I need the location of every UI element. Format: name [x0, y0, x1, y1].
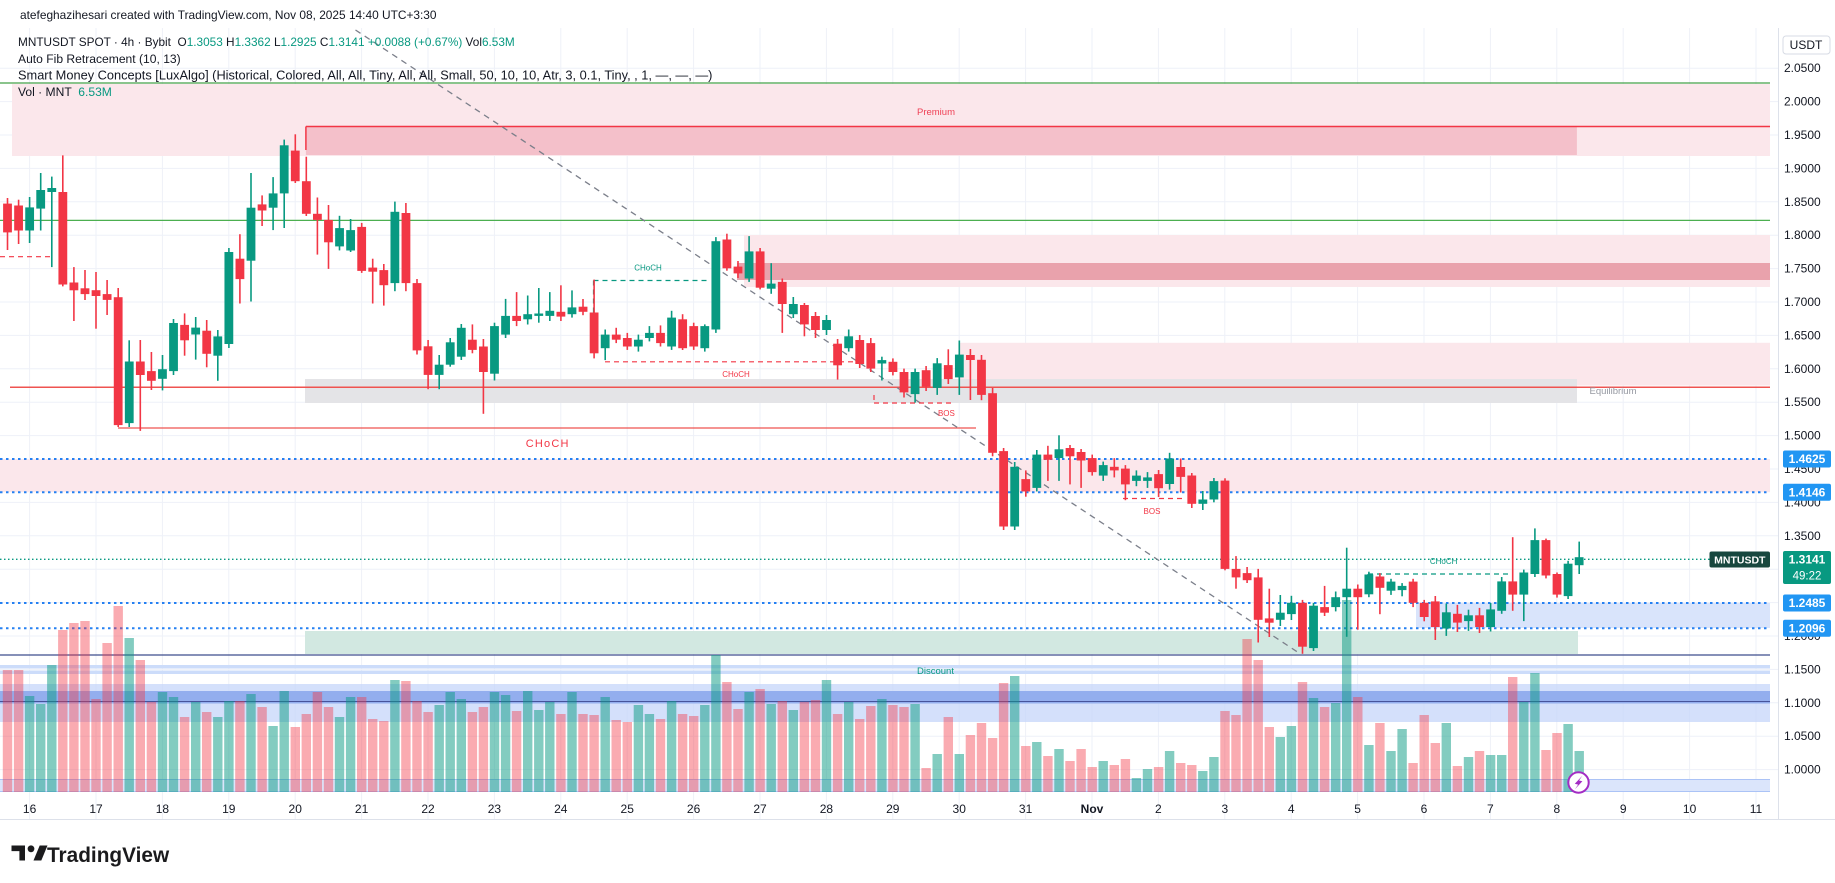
- svg-text:Vol · MNT 6.53M: Vol · MNT 6.53M: [18, 85, 112, 99]
- svg-text:1.9000: 1.9000: [1784, 161, 1821, 175]
- svg-text:Smart Money Concepts [LuxAlgo]: Smart Money Concepts [LuxAlgo] (Historic…: [18, 68, 712, 83]
- svg-text:CHoCH: CHoCH: [526, 438, 570, 450]
- svg-text:9: 9: [1620, 802, 1627, 816]
- svg-text:CHoCH: CHoCH: [1430, 557, 1458, 566]
- svg-text:1.5000: 1.5000: [1784, 429, 1821, 443]
- svg-text:1.1000: 1.1000: [1784, 696, 1821, 710]
- svg-text:25: 25: [621, 802, 635, 816]
- svg-text:18: 18: [156, 802, 170, 816]
- svg-text:1.2096: 1.2096: [1789, 622, 1826, 636]
- svg-text:21: 21: [355, 802, 369, 816]
- svg-text:USDT: USDT: [1790, 38, 1823, 52]
- svg-text:49:22: 49:22: [1793, 571, 1822, 583]
- svg-text:1.9500: 1.9500: [1784, 128, 1821, 142]
- svg-text:1.3500: 1.3500: [1784, 529, 1821, 543]
- svg-text:2: 2: [1155, 802, 1162, 816]
- svg-text:29: 29: [886, 802, 900, 816]
- svg-text:TradingView: TradingView: [47, 844, 170, 867]
- svg-text:Discount: Discount: [917, 666, 954, 677]
- svg-text:1.8500: 1.8500: [1784, 195, 1821, 209]
- svg-text:16: 16: [23, 802, 37, 816]
- svg-text:1.4146: 1.4146: [1789, 485, 1826, 499]
- svg-text:2.0500: 2.0500: [1784, 61, 1821, 75]
- svg-text:11: 11: [1750, 802, 1763, 816]
- svg-text:BOS: BOS: [1144, 507, 1161, 516]
- svg-text:MNTUSDT: MNTUSDT: [1714, 555, 1766, 567]
- svg-text:1.6000: 1.6000: [1784, 362, 1821, 376]
- svg-text:5: 5: [1354, 802, 1361, 816]
- svg-text:MNTUSDT SPOT · 4h · Bybit O1.: MNTUSDT SPOT · 4h · Bybit O1.3053 H1.336…: [18, 35, 515, 49]
- svg-text:27: 27: [753, 802, 767, 816]
- svg-text:1.0500: 1.0500: [1784, 729, 1821, 743]
- svg-text:19: 19: [222, 802, 236, 816]
- svg-text:1.6500: 1.6500: [1784, 328, 1821, 342]
- svg-text:4: 4: [1288, 802, 1295, 816]
- svg-text:CHoCH: CHoCH: [722, 370, 750, 379]
- svg-text:3: 3: [1221, 802, 1228, 816]
- svg-text:CHoCH: CHoCH: [634, 264, 662, 273]
- svg-text:6: 6: [1421, 802, 1428, 816]
- svg-text:1.8000: 1.8000: [1784, 228, 1821, 242]
- svg-text:30: 30: [953, 802, 967, 816]
- svg-text:BOS: BOS: [938, 409, 955, 418]
- svg-text:Premium: Premium: [917, 107, 955, 118]
- svg-text:Auto Fib Retracement (10, 13): Auto Fib Retracement (10, 13): [18, 52, 181, 66]
- svg-text:31: 31: [1019, 802, 1033, 816]
- svg-text:1.7500: 1.7500: [1784, 262, 1821, 276]
- svg-text:1.4625: 1.4625: [1789, 452, 1826, 466]
- svg-text:20: 20: [289, 802, 303, 816]
- svg-text:1.3141: 1.3141: [1789, 553, 1826, 567]
- svg-text:1.5500: 1.5500: [1784, 395, 1821, 409]
- svg-text:10: 10: [1683, 802, 1697, 816]
- svg-text:26: 26: [687, 802, 701, 816]
- svg-text:atefeghazihesari created with: atefeghazihesari created with TradingVie…: [20, 8, 437, 22]
- svg-text:28: 28: [820, 802, 834, 816]
- svg-text:8: 8: [1553, 802, 1560, 816]
- svg-text:1.7000: 1.7000: [1784, 295, 1821, 309]
- svg-text:23: 23: [488, 802, 502, 816]
- svg-text:1.2485: 1.2485: [1789, 596, 1826, 610]
- svg-text:17: 17: [89, 802, 103, 816]
- svg-text:24: 24: [554, 802, 568, 816]
- svg-text:7: 7: [1487, 802, 1494, 816]
- svg-text:1.1500: 1.1500: [1784, 662, 1821, 676]
- svg-text:2.0000: 2.0000: [1784, 95, 1821, 109]
- svg-text:22: 22: [421, 802, 435, 816]
- svg-text:1.0000: 1.0000: [1784, 763, 1821, 777]
- svg-text:Nov: Nov: [1081, 802, 1104, 816]
- svg-text:Equilibrium: Equilibrium: [1590, 386, 1637, 397]
